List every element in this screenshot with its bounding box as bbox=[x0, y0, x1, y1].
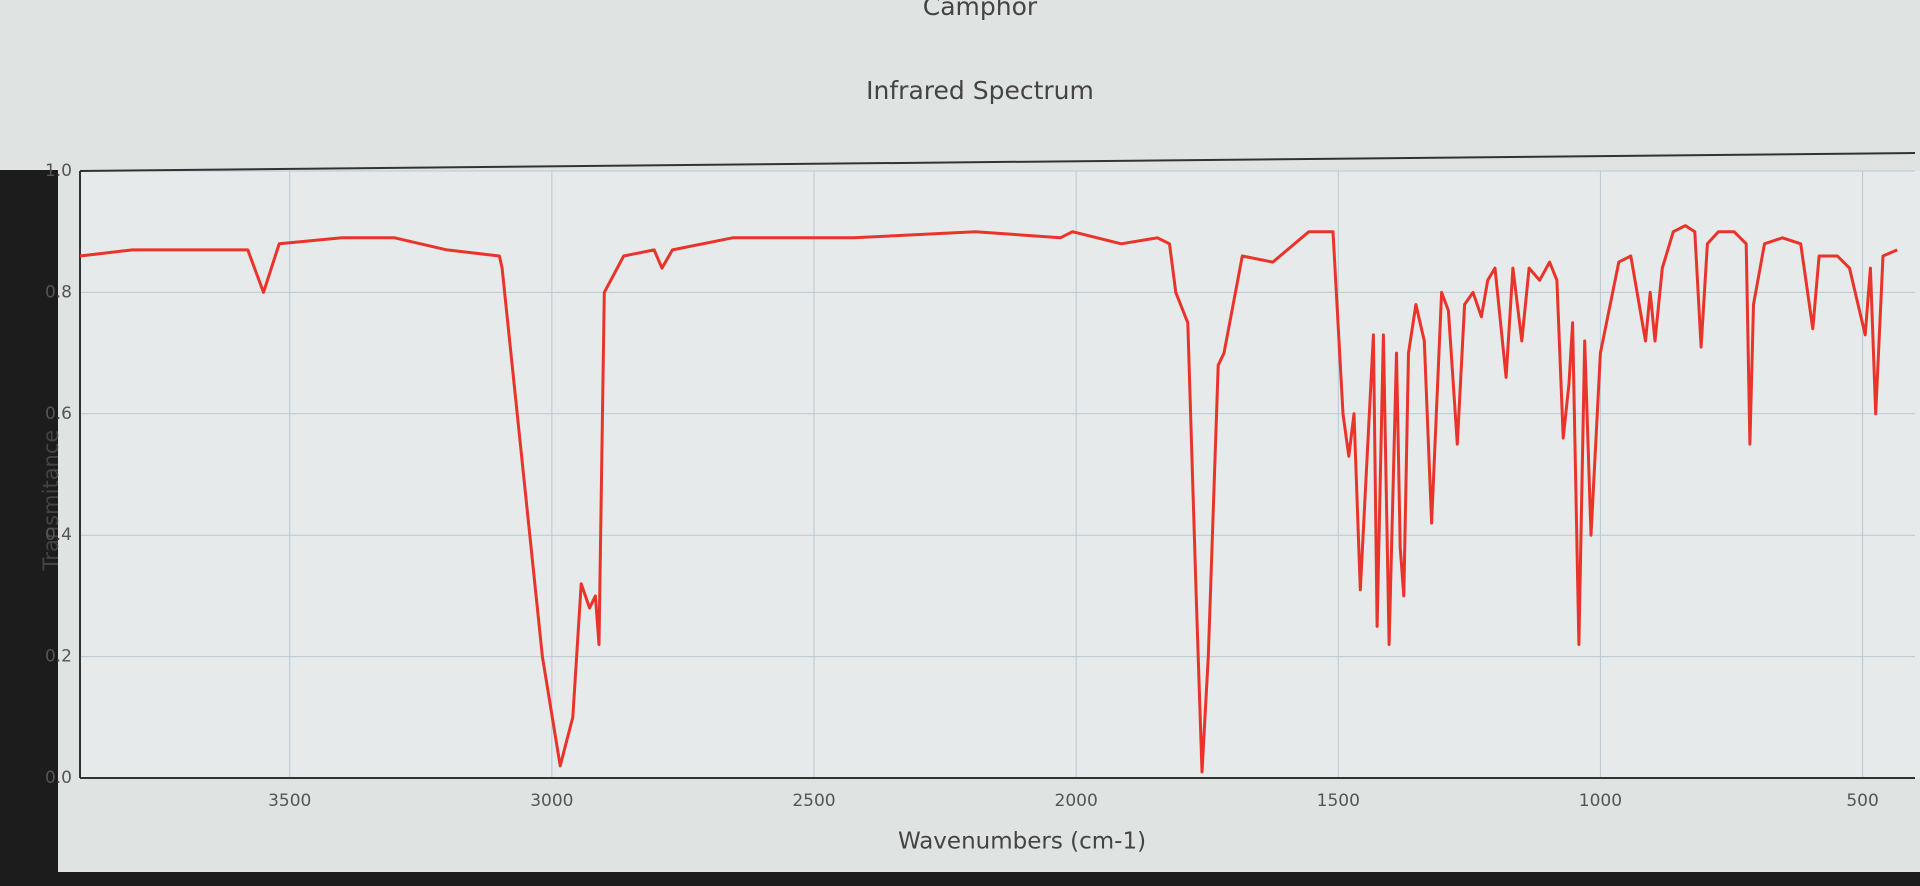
x-tick-label: 1000 bbox=[1579, 791, 1622, 811]
x-tick-label: 3000 bbox=[530, 791, 573, 811]
chart-subtitle: Infrared Spectrum bbox=[866, 76, 1094, 105]
y-tick-label: 0.2 bbox=[45, 647, 72, 667]
x-tick-label: 3500 bbox=[268, 791, 311, 811]
x-tick-label: 2500 bbox=[792, 791, 835, 811]
x-tick-label: 500 bbox=[1846, 791, 1878, 811]
chart-title: Camphor bbox=[923, 0, 1038, 21]
y-axis-label: Transmitance bbox=[39, 430, 63, 572]
x-tick-label: 1500 bbox=[1317, 791, 1360, 811]
plot-area bbox=[80, 171, 1920, 778]
y-tick-label: 0.6 bbox=[45, 404, 72, 424]
y-tick-label: 0.4 bbox=[45, 525, 72, 545]
axis-line bbox=[79, 152, 1916, 172]
screen-bezel bbox=[0, 872, 1920, 886]
y-tick-label: 1.0 bbox=[45, 161, 72, 181]
y-tick-label: 0.8 bbox=[45, 282, 72, 302]
y-tick-label: 0.0 bbox=[45, 768, 72, 788]
x-axis-label: Wavenumbers (cm-1) bbox=[898, 829, 1146, 855]
spectrum-line bbox=[79, 224, 1898, 774]
x-tick-label: 2000 bbox=[1055, 791, 1098, 811]
screen-bezel bbox=[0, 170, 58, 886]
